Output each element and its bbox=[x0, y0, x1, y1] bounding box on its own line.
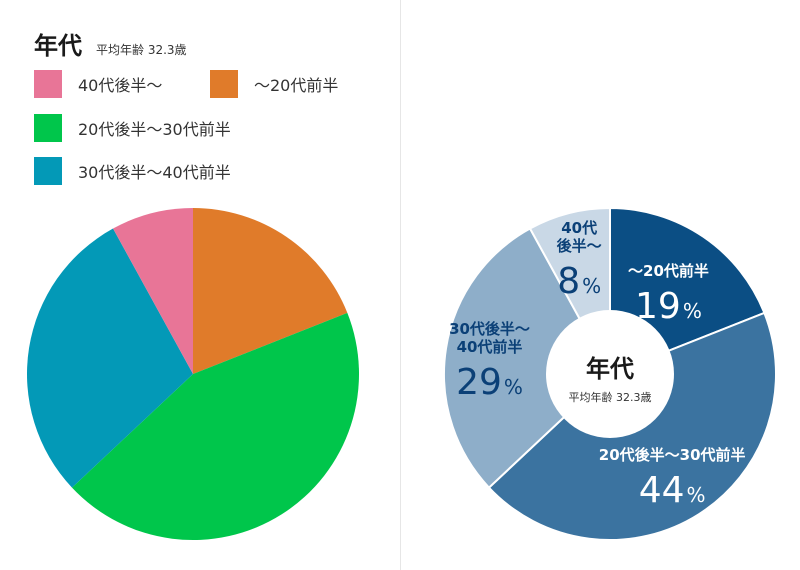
pie-slice bbox=[113, 208, 193, 374]
slice-label: 20代後半～30代前半 bbox=[599, 446, 746, 464]
left-chart-heading: 年代 平均年齢 32.3歳 bbox=[34, 26, 187, 61]
legend-swatch bbox=[210, 70, 238, 98]
legend-swatch bbox=[34, 114, 62, 142]
slice-value-number: 29 bbox=[456, 362, 502, 403]
legend-label: 20代後半～30代前半 bbox=[78, 120, 231, 139]
donut-hole bbox=[546, 310, 674, 438]
slice-value-unit: % bbox=[504, 375, 523, 399]
slice-value: 19% bbox=[635, 286, 702, 327]
slice-label: 後半～ bbox=[556, 237, 602, 255]
pie-slice bbox=[26, 228, 193, 488]
legend-item: 40代後半～ bbox=[34, 70, 162, 98]
slice-value: 44% bbox=[639, 470, 706, 511]
legend-item: 20代後半～30代前半 bbox=[34, 114, 231, 142]
legend-item: ～20代前半 bbox=[210, 70, 338, 98]
donut-slice bbox=[443, 227, 612, 490]
slice-value-unit: % bbox=[683, 299, 702, 323]
panel-divider bbox=[400, 0, 401, 570]
slice-label: 40代 bbox=[561, 219, 597, 237]
left-chart-title: 年代 bbox=[34, 32, 82, 60]
slice-value-number: 44 bbox=[639, 470, 685, 511]
slice-value-unit: % bbox=[687, 483, 706, 507]
slice-value: 29% bbox=[456, 362, 523, 403]
legend-swatch bbox=[34, 157, 62, 185]
slice-label: ～20代前半 bbox=[628, 262, 709, 280]
legend-label: 30代後半～40代前半 bbox=[78, 163, 231, 182]
slice-value-unit: % bbox=[582, 274, 601, 298]
slice-label: 40代前半 bbox=[457, 338, 523, 356]
slice-value-number: 8 bbox=[557, 261, 580, 302]
donut-center-title: 年代 bbox=[586, 355, 634, 383]
slice-value: 8% bbox=[557, 261, 601, 302]
legend-label: 40代後半～ bbox=[78, 76, 163, 95]
left-chart-subtitle: 平均年齢 32.3歳 bbox=[96, 43, 187, 57]
donut-chart: ～20代前半 19 % 20代後半～30代前半 44 % 30代後半～40代前半 29 % 40代… bbox=[443, 206, 777, 541]
donut-center-subtitle: 平均年齢 32.3歳 bbox=[569, 390, 652, 404]
slice-value-number: 19 bbox=[635, 286, 681, 327]
pie-slice bbox=[71, 312, 359, 540]
legend-item: 30代後半～40代前半 bbox=[34, 157, 231, 185]
legend-swatch bbox=[34, 70, 62, 98]
pie-chart bbox=[26, 208, 359, 540]
slice-label: 30代後半～ bbox=[449, 320, 530, 338]
legend-label: ～20代前半 bbox=[254, 76, 339, 95]
pie-slice bbox=[193, 208, 348, 374]
